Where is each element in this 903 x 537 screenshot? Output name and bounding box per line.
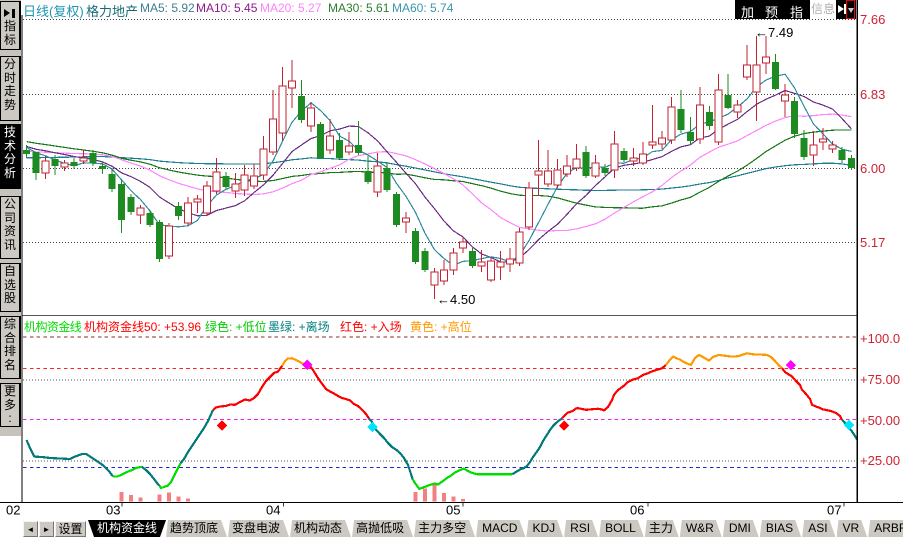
- svg-text:06: 06: [630, 503, 644, 518]
- svg-text:+75.00: +75.00: [860, 372, 900, 387]
- svg-text:5.17: 5.17: [860, 235, 885, 250]
- svg-text:←4.50: ←4.50: [437, 292, 475, 307]
- svg-text:6.00: 6.00: [860, 161, 885, 176]
- svg-text:6.83: 6.83: [860, 87, 885, 102]
- svg-text:←7.49: ←7.49: [755, 25, 793, 40]
- svg-text:+100.0: +100.0: [860, 331, 900, 346]
- svg-text:07: 07: [827, 503, 841, 518]
- svg-text:+25.00: +25.00: [860, 453, 900, 468]
- svg-text:+50.00: +50.00: [860, 413, 900, 428]
- svg-text:7.66: 7.66: [860, 12, 885, 27]
- svg-text:05: 05: [446, 503, 460, 518]
- svg-text:03: 03: [106, 503, 120, 518]
- svg-text:04: 04: [266, 503, 280, 518]
- svg-text:02: 02: [6, 503, 20, 518]
